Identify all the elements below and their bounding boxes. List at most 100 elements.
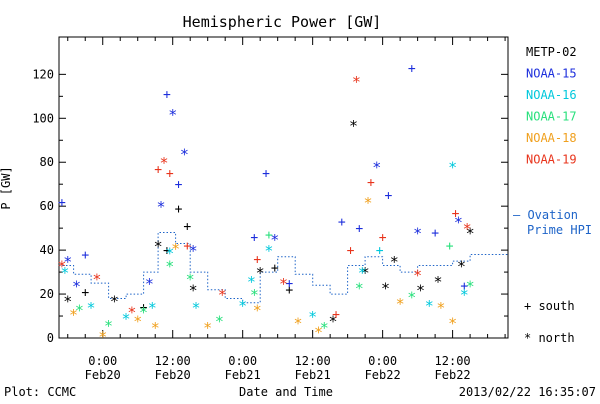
legend-item-noaa-15: NOAA-15 (526, 67, 577, 81)
point-north-noaa-17: * (139, 304, 148, 322)
legend-ovation-line1: — Ovation (513, 208, 578, 222)
point-north-noaa-18: * (436, 299, 445, 317)
point-north-noaa-19: * (279, 275, 288, 293)
point-south-noaa-19: + (154, 162, 162, 177)
legend-ovation-line2: Prime HPI (527, 223, 592, 237)
point-north-metp-02: * (416, 282, 425, 300)
point-south-noaa-15: + (285, 277, 293, 292)
point-south-metp-02: + (163, 244, 171, 259)
point-north-noaa-17: * (407, 288, 416, 306)
point-north-noaa-16: * (122, 310, 131, 328)
data-points: * + * +* +++** ++****** ***+**+**+*+**++*++ +*+… (57, 61, 474, 346)
x-tick-label-time: 12:00 (155, 354, 191, 368)
point-south-metp-02: + (140, 301, 148, 316)
x-tick-label-time: 12:00 (435, 354, 471, 368)
point-north-noaa-17: * (165, 257, 174, 275)
point-north-noaa-18: * (171, 240, 180, 258)
point-south-noaa-15: + (385, 189, 393, 204)
point-north-noaa-16: * (308, 308, 317, 326)
x-tick-label-time: 0:00 (368, 354, 397, 368)
legend-south: + south (524, 299, 575, 313)
ovation-series (59, 232, 508, 304)
x-tick-label-date: Feb21 (295, 368, 331, 382)
point-north-noaa-19: * (57, 257, 66, 275)
point-north-metp-02: * (381, 279, 390, 297)
point-north-metp-02: * (457, 257, 466, 275)
point-north-noaa-16: * (264, 242, 273, 260)
point-north-noaa-19: * (92, 271, 101, 289)
point-north-noaa-19: * (218, 286, 227, 304)
point-south-noaa-19: + (183, 239, 191, 254)
point-north-noaa-18: * (133, 312, 142, 330)
y-axis-label: P [GW] (0, 166, 13, 209)
footer-left: Plot: CCMC (4, 385, 76, 399)
point-north-noaa-17: * (186, 271, 195, 289)
point-south-noaa-17: + (446, 239, 454, 254)
x-tick-label-time: 12:00 (295, 354, 331, 368)
point-north-metp-02: * (110, 293, 119, 311)
point-south-metp-02: + (81, 285, 89, 300)
point-north-noaa-16: * (87, 299, 96, 317)
point-north-noaa-18: * (203, 319, 212, 337)
point-north-noaa-18: * (448, 315, 457, 333)
point-south-metp-02: + (285, 283, 293, 298)
y-tick-label: 60 (40, 199, 54, 213)
y-tick-label: 20 (40, 287, 54, 301)
point-south-noaa-15: + (250, 230, 258, 245)
point-north-metp-02: * (189, 282, 198, 300)
ovation-hpi-line (59, 232, 508, 304)
point-south-noaa-15: + (175, 178, 183, 193)
point-north-metp-02: * (361, 264, 370, 282)
x-tick-label-date: Feb20 (155, 368, 191, 382)
point-north-noaa-15: * (168, 106, 177, 124)
legend: METP-02 NOAA-15 NOAA-16 NOAA-17 NOAA-18 NOAA-… (526, 45, 577, 167)
legend-item-metp-02: METP-02 (526, 45, 577, 59)
point-south-noaa-19: + (379, 230, 387, 245)
legend-item-noaa-17: NOAA-17 (526, 110, 577, 124)
x-axis-label: Date and Time (239, 385, 333, 399)
chart-title: Hemispheric Power [GW] (183, 13, 382, 31)
point-north-noaa-15: * (189, 242, 198, 260)
point-south-noaa-15: + (262, 167, 270, 182)
point-north-noaa-16: * (425, 297, 434, 315)
point-north-metp-02: * (154, 238, 163, 256)
point-north-noaa-17: * (355, 279, 364, 297)
point-north-noaa-17: * (75, 301, 84, 319)
legend-item-noaa-19: NOAA-19 (526, 153, 577, 167)
point-north-noaa-16: * (358, 264, 367, 282)
point-south-noaa-15: + (355, 222, 363, 237)
plot-frame (58, 36, 509, 339)
point-north-noaa-15: * (454, 214, 463, 232)
point-south-noaa-19: + (452, 206, 460, 221)
point-south-noaa-15: + (460, 279, 468, 294)
point-north-metp-02: * (390, 253, 399, 271)
point-south-noaa-19: + (347, 244, 355, 259)
point-south-noaa-19: + (367, 176, 375, 191)
point-north-noaa-18: * (253, 301, 262, 319)
point-north-noaa-17: * (320, 319, 329, 337)
x-axis: 0:00Feb2012:00Feb200:00Feb2112:00Feb210:… (67, 37, 506, 382)
x-tick-label-time: 0:00 (228, 354, 257, 368)
point-north-noaa-19: * (127, 304, 136, 322)
footer-right: 2013/02/22 16:35:07 (459, 385, 596, 399)
point-south-metp-02: + (175, 202, 183, 217)
y-tick-label: 40 (40, 243, 54, 257)
point-north-metp-02: * (349, 117, 358, 135)
point-south-noaa-15: + (431, 226, 439, 241)
point-north-noaa-18: * (151, 319, 160, 337)
point-north-noaa-19: * (352, 73, 361, 91)
point-north-metp-02: * (63, 293, 72, 311)
point-north-metp-02: * (256, 264, 265, 282)
point-north-noaa-15: * (270, 231, 279, 249)
point-north-noaa-16: * (192, 299, 201, 317)
point-north-noaa-16: * (165, 244, 174, 262)
point-north-noaa-15: * (145, 275, 154, 293)
point-north-noaa-18: * (69, 306, 78, 324)
point-south-noaa-16: + (376, 244, 384, 259)
point-south-metp-02: + (183, 219, 191, 234)
point-south-noaa-19: + (253, 252, 261, 267)
point-south-noaa-15: + (408, 61, 416, 76)
y-axis: 0 20 40 60 80 100 120 (32, 67, 508, 345)
